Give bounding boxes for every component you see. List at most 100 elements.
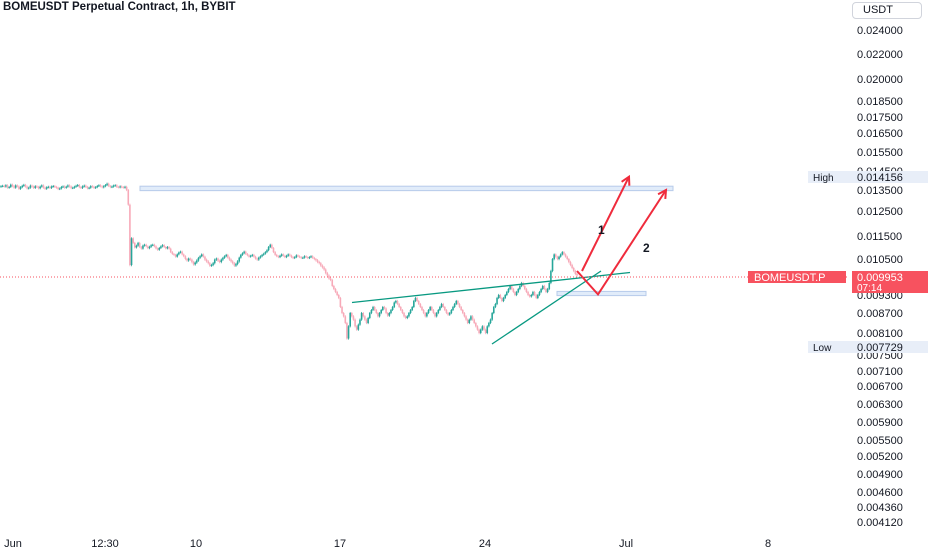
candle bbox=[32, 185, 35, 189]
candle-body bbox=[473, 319, 476, 323]
candle bbox=[49, 185, 51, 189]
candle bbox=[564, 253, 567, 258]
candle bbox=[235, 262, 237, 267]
candle bbox=[404, 315, 407, 320]
candle-body bbox=[179, 251, 182, 253]
candle bbox=[27, 186, 30, 190]
candle-body bbox=[321, 265, 324, 268]
y-tick-label: 0.010500 bbox=[857, 254, 903, 266]
candle bbox=[321, 264, 324, 269]
candle-body bbox=[290, 255, 293, 258]
candle bbox=[88, 186, 90, 190]
candle bbox=[576, 272, 578, 277]
candle bbox=[408, 311, 410, 318]
candle bbox=[501, 296, 503, 303]
candle bbox=[308, 256, 311, 260]
candle bbox=[266, 249, 268, 254]
candle bbox=[39, 185, 41, 190]
candle bbox=[31, 184, 33, 188]
candle-body bbox=[280, 254, 283, 256]
candle bbox=[341, 305, 343, 315]
candle-body bbox=[86, 186, 89, 189]
candle bbox=[395, 299, 397, 304]
candle bbox=[483, 325, 485, 331]
candle-body bbox=[574, 271, 577, 274]
candle bbox=[527, 290, 529, 297]
candle bbox=[568, 258, 570, 264]
candle bbox=[375, 308, 378, 315]
candle bbox=[403, 311, 405, 318]
candle-body bbox=[225, 254, 227, 257]
candle-body bbox=[282, 254, 285, 256]
candle-body bbox=[153, 244, 156, 247]
candle-body bbox=[514, 292, 516, 295]
y-tick-label: 0.007100 bbox=[857, 366, 903, 378]
candle bbox=[215, 257, 218, 261]
candle bbox=[184, 255, 187, 261]
candle-body bbox=[540, 289, 542, 292]
candle-body bbox=[347, 326, 350, 339]
last-price-countdown: 07:14 bbox=[857, 283, 882, 294]
candle-body bbox=[316, 260, 319, 262]
candle bbox=[199, 255, 201, 259]
candle-body bbox=[344, 316, 347, 323]
candle bbox=[450, 308, 453, 315]
candle-body bbox=[266, 250, 268, 253]
candle-body bbox=[486, 326, 489, 333]
candle bbox=[455, 299, 458, 306]
candle-body bbox=[151, 244, 154, 246]
candle-body bbox=[253, 254, 255, 257]
candle-body bbox=[284, 255, 286, 258]
candle bbox=[310, 255, 312, 259]
candle-body bbox=[538, 292, 541, 295]
candle bbox=[122, 186, 125, 189]
candle-body bbox=[36, 186, 38, 188]
candle bbox=[34, 185, 37, 189]
candle bbox=[388, 311, 391, 317]
candle-body bbox=[197, 257, 200, 261]
candle bbox=[295, 254, 298, 259]
candle-body bbox=[359, 319, 361, 325]
candle bbox=[98, 184, 100, 188]
currency-selector[interactable]: USDT bbox=[852, 2, 922, 19]
candle-body bbox=[248, 255, 250, 257]
candle-body bbox=[166, 247, 169, 249]
candle-body bbox=[437, 310, 440, 313]
candle-body bbox=[161, 245, 164, 247]
candle-body bbox=[478, 329, 480, 333]
candle-body bbox=[16, 185, 19, 187]
candle-body bbox=[21, 185, 24, 188]
candle bbox=[409, 308, 412, 315]
candle-body bbox=[422, 310, 425, 313]
candle-body bbox=[230, 259, 232, 262]
candle bbox=[293, 256, 296, 260]
candle bbox=[264, 251, 267, 255]
candle-body bbox=[548, 283, 551, 289]
candle-body bbox=[561, 252, 564, 255]
candle bbox=[135, 244, 138, 249]
candle bbox=[393, 301, 396, 309]
candle-body bbox=[530, 295, 533, 297]
candle-body bbox=[313, 257, 316, 259]
candle bbox=[414, 296, 417, 303]
candle-body bbox=[62, 186, 64, 188]
y-tick-label: 0.008700 bbox=[857, 308, 903, 320]
candle bbox=[254, 255, 257, 260]
candle bbox=[125, 185, 128, 192]
y-tick-label: 0.005900 bbox=[857, 417, 903, 429]
candle bbox=[3, 184, 6, 188]
candle-body bbox=[26, 186, 28, 189]
candle bbox=[413, 299, 415, 309]
candle bbox=[1, 184, 4, 188]
candle-body bbox=[240, 254, 242, 258]
candle-body bbox=[458, 304, 461, 307]
candle bbox=[241, 252, 244, 256]
candle bbox=[261, 253, 263, 258]
candle-body bbox=[297, 255, 299, 257]
candle-body bbox=[176, 254, 179, 257]
candle bbox=[102, 185, 105, 189]
candle-body bbox=[416, 298, 418, 301]
candle-body bbox=[559, 254, 562, 257]
candle bbox=[262, 252, 265, 256]
